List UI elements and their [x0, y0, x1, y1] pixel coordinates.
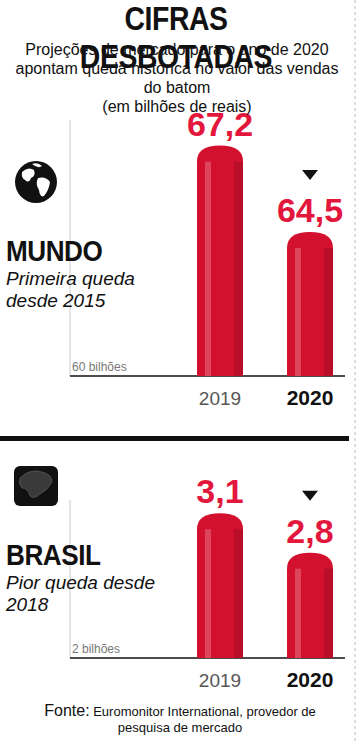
category-label: 2019 [199, 388, 241, 409]
lipstick-bar [287, 553, 333, 658]
panel-title: MUNDO [6, 236, 102, 266]
tick-label: 2 bilhões [72, 642, 120, 656]
tick-label: 60 bilhões [72, 360, 127, 374]
panel: 2 bilhões 3,1 2,8 2019 2020 [0, 436, 349, 691]
panel-subtitle: Primeira queda desde 2015 [6, 268, 156, 312]
globe-land [37, 178, 50, 197]
panel-title: BRASIL [6, 540, 100, 570]
lipstick-bar [287, 232, 333, 376]
lipstick-bar [197, 146, 243, 376]
data-label: 64,5 [277, 191, 343, 229]
bar-shade [324, 248, 333, 376]
data-label: 3,1 [196, 472, 243, 510]
data-label: 2,8 [286, 512, 333, 550]
bar-highlight [205, 162, 211, 376]
decline-arrow [302, 170, 318, 180]
subtitle: Projeções de mercado para o ano de 2020 … [6, 40, 348, 116]
category-label: 2020 [287, 668, 334, 691]
subtitle-text: Projeções de mercado para o ano de 2020 … [6, 40, 348, 97]
decline-arrow [302, 491, 318, 501]
category-label: 2020 [287, 386, 334, 409]
lipstick-bar [197, 513, 243, 658]
separator [0, 436, 349, 441]
source-label: Fonte: [44, 702, 89, 719]
footer: Fonte: Euromonitor International, proved… [20, 703, 340, 736]
globe-land [32, 163, 42, 167]
category-label: 2019 [199, 670, 241, 691]
bar-shade [234, 162, 243, 376]
globe-icon [15, 161, 57, 203]
bar-highlight [205, 529, 211, 658]
brazil-map [19, 471, 52, 498]
brazil-icon [14, 466, 58, 506]
panel-subtitle: Pior queda desde 2018 [6, 572, 156, 616]
bar-highlight [295, 569, 301, 658]
bar-shade [324, 569, 333, 658]
globe-land [22, 168, 35, 181]
bar-shade [234, 529, 243, 658]
source-text: Euromonitor International, provedor de p… [93, 704, 316, 735]
unit-text: (em bilhões de reais) [6, 97, 348, 116]
bars [197, 146, 333, 376]
bar-highlight [295, 248, 301, 376]
page-border [355, 0, 356, 742]
